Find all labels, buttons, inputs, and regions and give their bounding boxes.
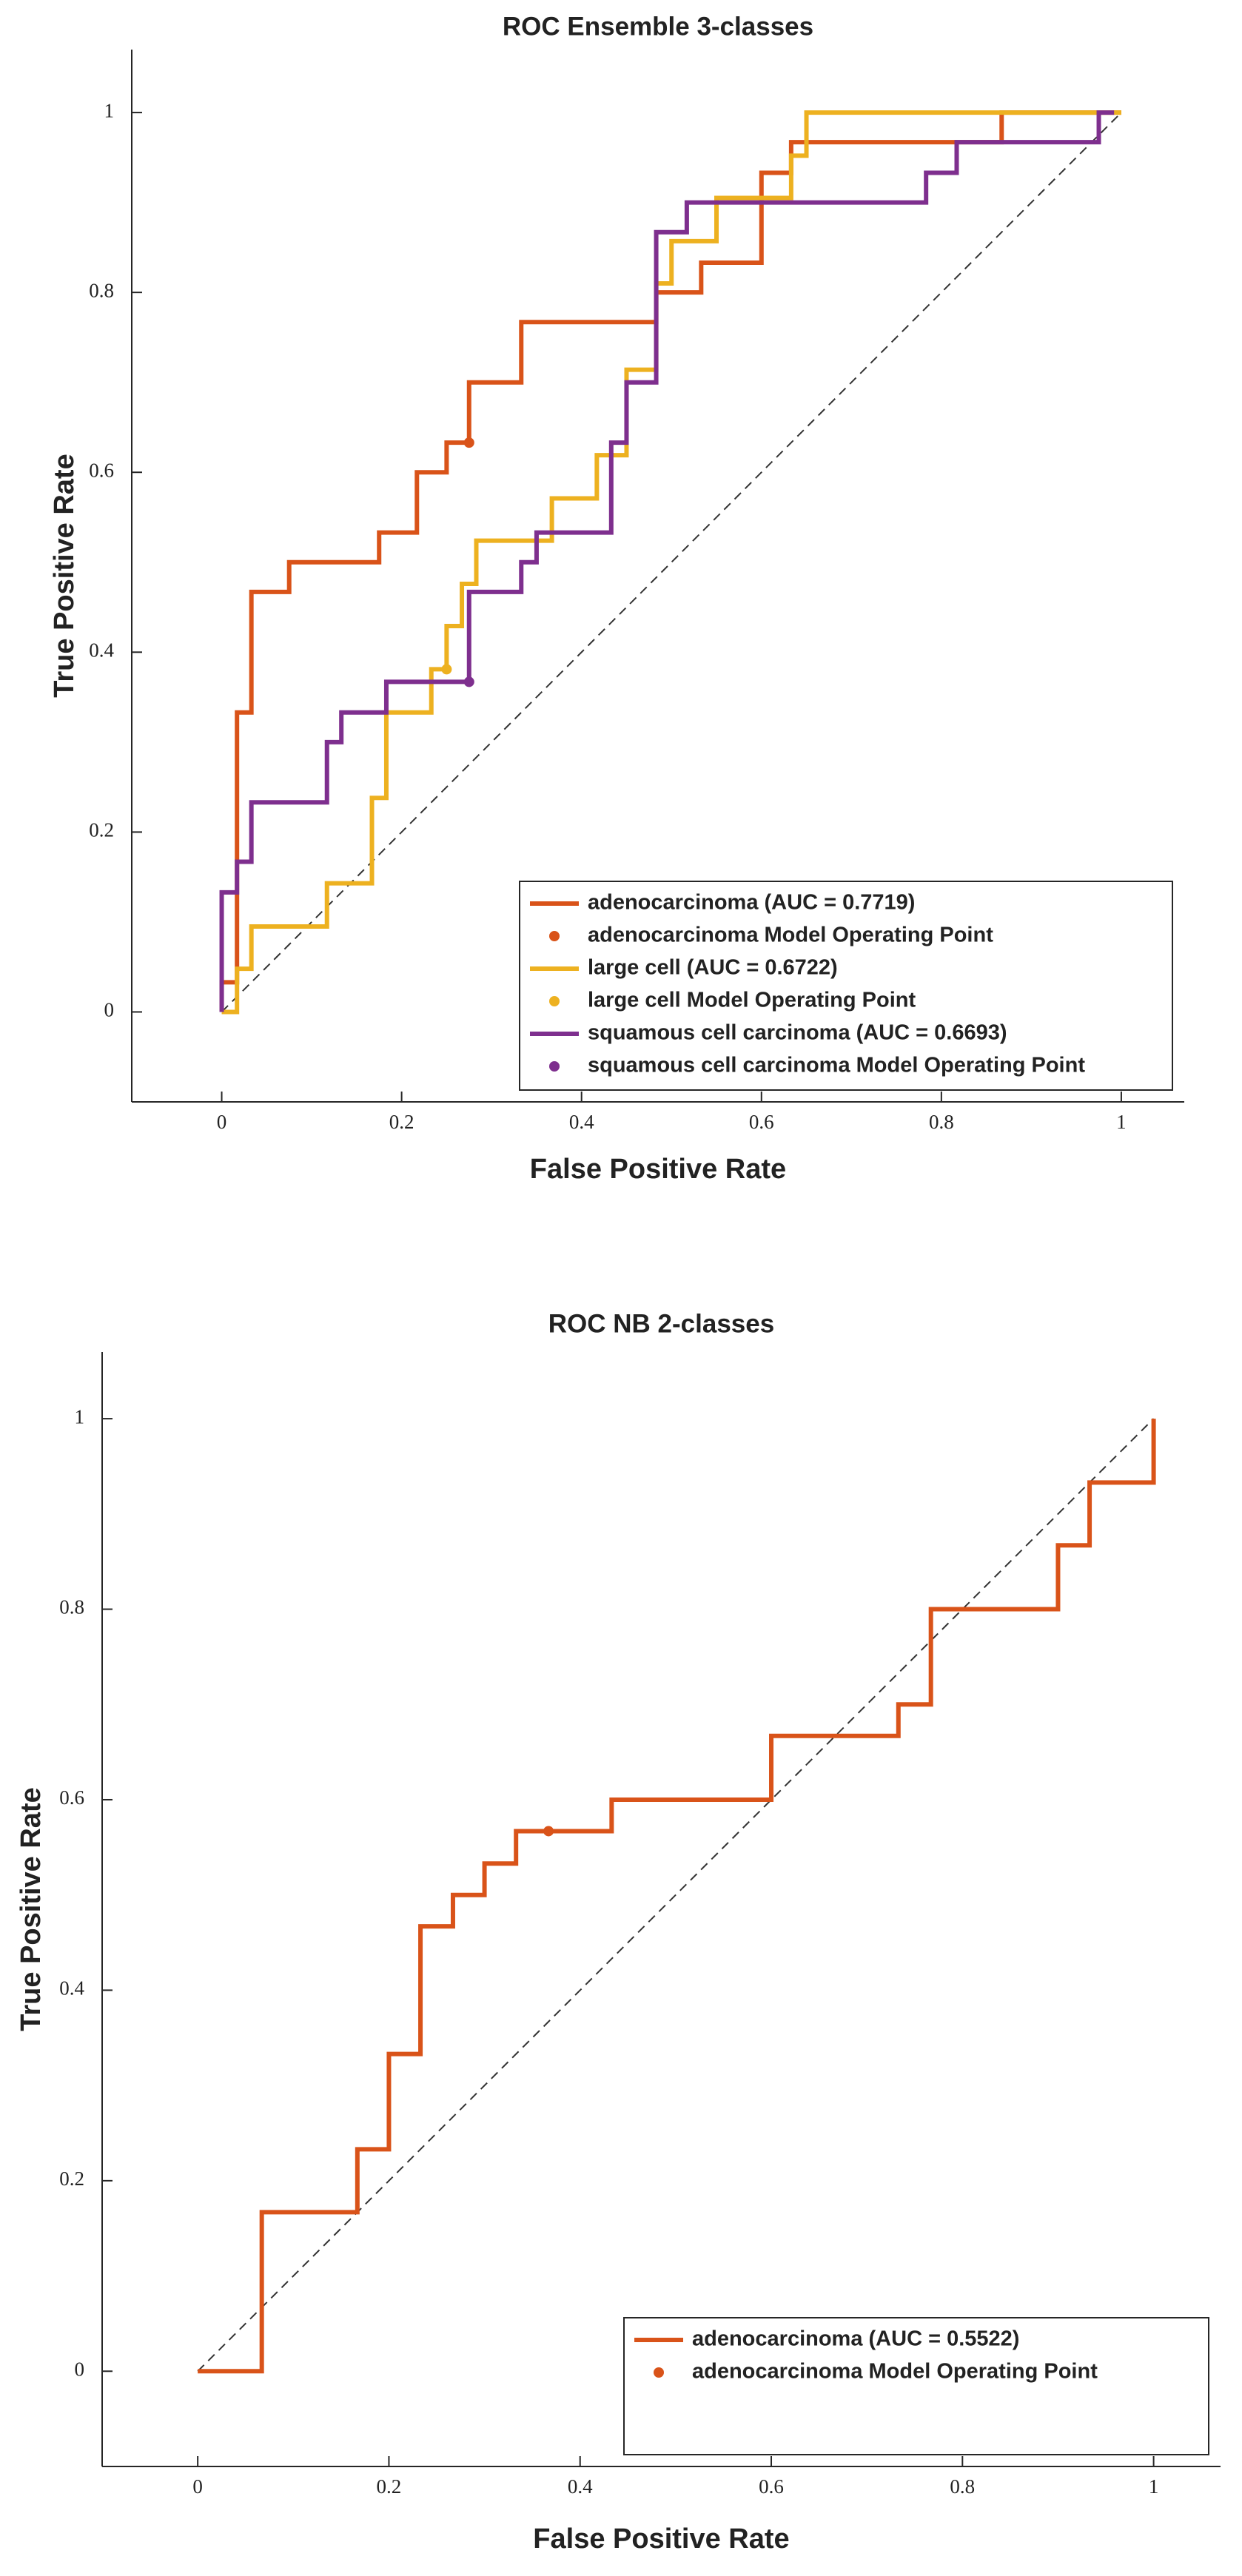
y-tick-label: 0.4 [59,1977,84,2000]
y-tick-label: 0.8 [89,279,114,301]
x-tick-label: 0.2 [389,1111,414,1133]
legend-label: adenocarcinoma (AUC = 0.5522) [692,2327,1019,2351]
legend-box [519,881,1173,1091]
operating-point [463,676,474,687]
legend-label: adenocarcinoma Model Operating Point [588,924,993,947]
legend-label: adenocarcinoma (AUC = 0.7719) [588,891,915,915]
x-tick-label: 0 [217,1111,227,1133]
legend-swatch [549,1061,560,1072]
x-tick-label: 0.4 [568,2475,593,2498]
chart-title: ROC NB 2-classes [548,1309,774,1338]
legend-label: large cell Model Operating Point [588,989,916,1012]
y-tick-label: 0 [104,999,115,1021]
x-tick-label: 0.8 [950,2475,975,2498]
legend-label: large cell (AUC = 0.6722) [588,956,838,980]
chart-title: ROC Ensemble 3-classes [503,12,813,41]
x-tick-label: 0.6 [759,2475,784,2498]
y-tick-label: 0.6 [89,459,114,481]
chance-line [197,1418,1155,2372]
roc-curve [221,110,1121,1015]
legend-label: adenocarcinoma Model Operating Point [692,2360,1098,2384]
legend-box [623,2317,1209,2455]
legend-label: squamous cell carcinoma Model Operating … [588,1054,1085,1077]
operating-point [543,1826,554,1837]
y-axis-label: True Positive Rate [16,1787,47,2031]
roc-curve [198,1419,1156,2374]
y-tick-label: 1 [104,99,115,121]
x-tick-label: 0.8 [929,1111,954,1133]
x-tick-label: 0.2 [377,2475,402,2498]
x-tick-label: 0.6 [749,1111,774,1133]
x-tick-label: 0 [192,2475,203,2498]
y-tick-label: 1 [75,1405,85,1427]
y-tick-label: 0.6 [59,1786,84,1809]
y-tick-label: 0.2 [59,2168,84,2190]
x-axis-label: False Positive Rate [533,2523,789,2555]
legend-label: squamous cell carcinoma (AUC = 0.6693) [588,1021,1007,1045]
roc-curve [219,110,1115,1012]
y-axis-label: True Positive Rate [49,454,80,697]
operating-point [463,437,474,448]
legend-swatch [654,2367,664,2378]
y-tick-label: 0 [75,2358,85,2380]
x-tick-label: 1 [1149,2475,1159,2498]
y-tick-label: 0.8 [59,1596,84,1618]
x-tick-label: 1 [1116,1111,1127,1133]
operating-point [441,664,452,675]
x-tick-label: 0.4 [569,1111,594,1133]
y-tick-label: 0.2 [89,819,114,841]
y-tick-label: 0.4 [89,639,114,662]
legend-swatch [549,931,560,941]
x-axis-label: False Positive Rate [530,1154,786,1185]
legend-swatch [549,996,560,1006]
